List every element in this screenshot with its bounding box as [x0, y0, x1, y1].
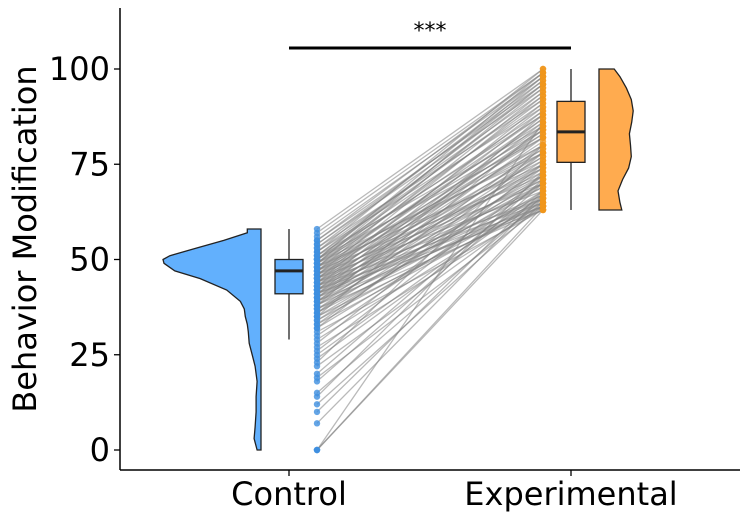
pair-line	[316, 171, 544, 314]
point-experimental	[539, 149, 547, 157]
pair-line	[316, 68, 544, 253]
pair-line	[316, 175, 544, 352]
pair-line	[316, 190, 544, 413]
pair-line	[316, 198, 544, 394]
point-experimental	[539, 168, 547, 176]
pair-line	[316, 117, 544, 276]
pair-line	[316, 209, 544, 451]
pair-line	[316, 201, 544, 405]
point-experimental	[539, 73, 547, 80]
point-control	[313, 362, 321, 370]
pair-line	[316, 175, 544, 322]
point-experimental	[539, 111, 547, 118]
pair-line	[316, 91, 544, 272]
point-control	[313, 393, 321, 400]
pair-line	[316, 76, 544, 264]
y-tick-label: 75	[69, 145, 110, 183]
pair-line	[316, 102, 544, 283]
pair-line	[316, 91, 544, 253]
point-control	[313, 378, 321, 385]
point-experimental	[539, 206, 547, 214]
pair-line	[316, 121, 544, 451]
half-violins	[162, 68, 634, 451]
significance-annotation: ***	[289, 19, 571, 50]
pair-line	[316, 98, 544, 268]
pair-line	[316, 68, 544, 230]
data-points	[313, 65, 547, 454]
y-tick-label: 50	[69, 241, 110, 279]
violin-control	[162, 228, 262, 451]
point-experimental	[539, 100, 547, 107]
pair-line	[316, 95, 544, 276]
point-control	[313, 446, 321, 454]
x-tick-label: Experimental	[464, 475, 677, 513]
point-experimental	[539, 134, 547, 141]
pair-line	[316, 171, 544, 398]
pair-line	[316, 182, 544, 382]
pair-line	[316, 159, 544, 306]
pair-line	[316, 121, 544, 295]
axes	[119, 8, 740, 471]
point-control	[313, 420, 321, 427]
paired-lines	[316, 68, 544, 451]
pair-line	[316, 110, 544, 287]
y-tick-label: 100	[49, 50, 110, 88]
point-experimental	[539, 81, 547, 88]
pair-line	[316, 76, 544, 249]
point-experimental	[539, 191, 547, 198]
pair-line	[316, 125, 544, 318]
x-ticks: Control Experimental	[231, 470, 678, 513]
y-tick-label: 25	[69, 336, 110, 374]
pair-line	[316, 190, 544, 356]
violin-experimental	[598, 68, 634, 211]
y-ticks: 0 25 50 75 100	[49, 50, 120, 469]
pair-line	[316, 194, 544, 424]
point-experimental	[539, 142, 547, 149]
boxplots	[274, 69, 586, 340]
significance-label: ***	[414, 19, 447, 44]
y-tick-label: 0	[90, 431, 110, 469]
point-experimental	[539, 180, 547, 187]
point-control	[313, 401, 321, 408]
pair-line	[316, 72, 544, 261]
y-axis-label: Behavior Modification	[6, 65, 44, 412]
pair-line	[316, 83, 544, 268]
pair-line	[316, 114, 544, 306]
point-experimental	[539, 119, 547, 126]
point-experimental	[539, 92, 547, 99]
point-experimental	[539, 161, 547, 168]
pair-line	[316, 72, 544, 241]
pair-line	[316, 178, 544, 375]
pair-line	[316, 144, 544, 363]
box-control	[274, 258, 304, 295]
point-control	[313, 408, 321, 416]
x-tick-label: Control	[231, 475, 347, 513]
pair-line	[316, 98, 544, 249]
